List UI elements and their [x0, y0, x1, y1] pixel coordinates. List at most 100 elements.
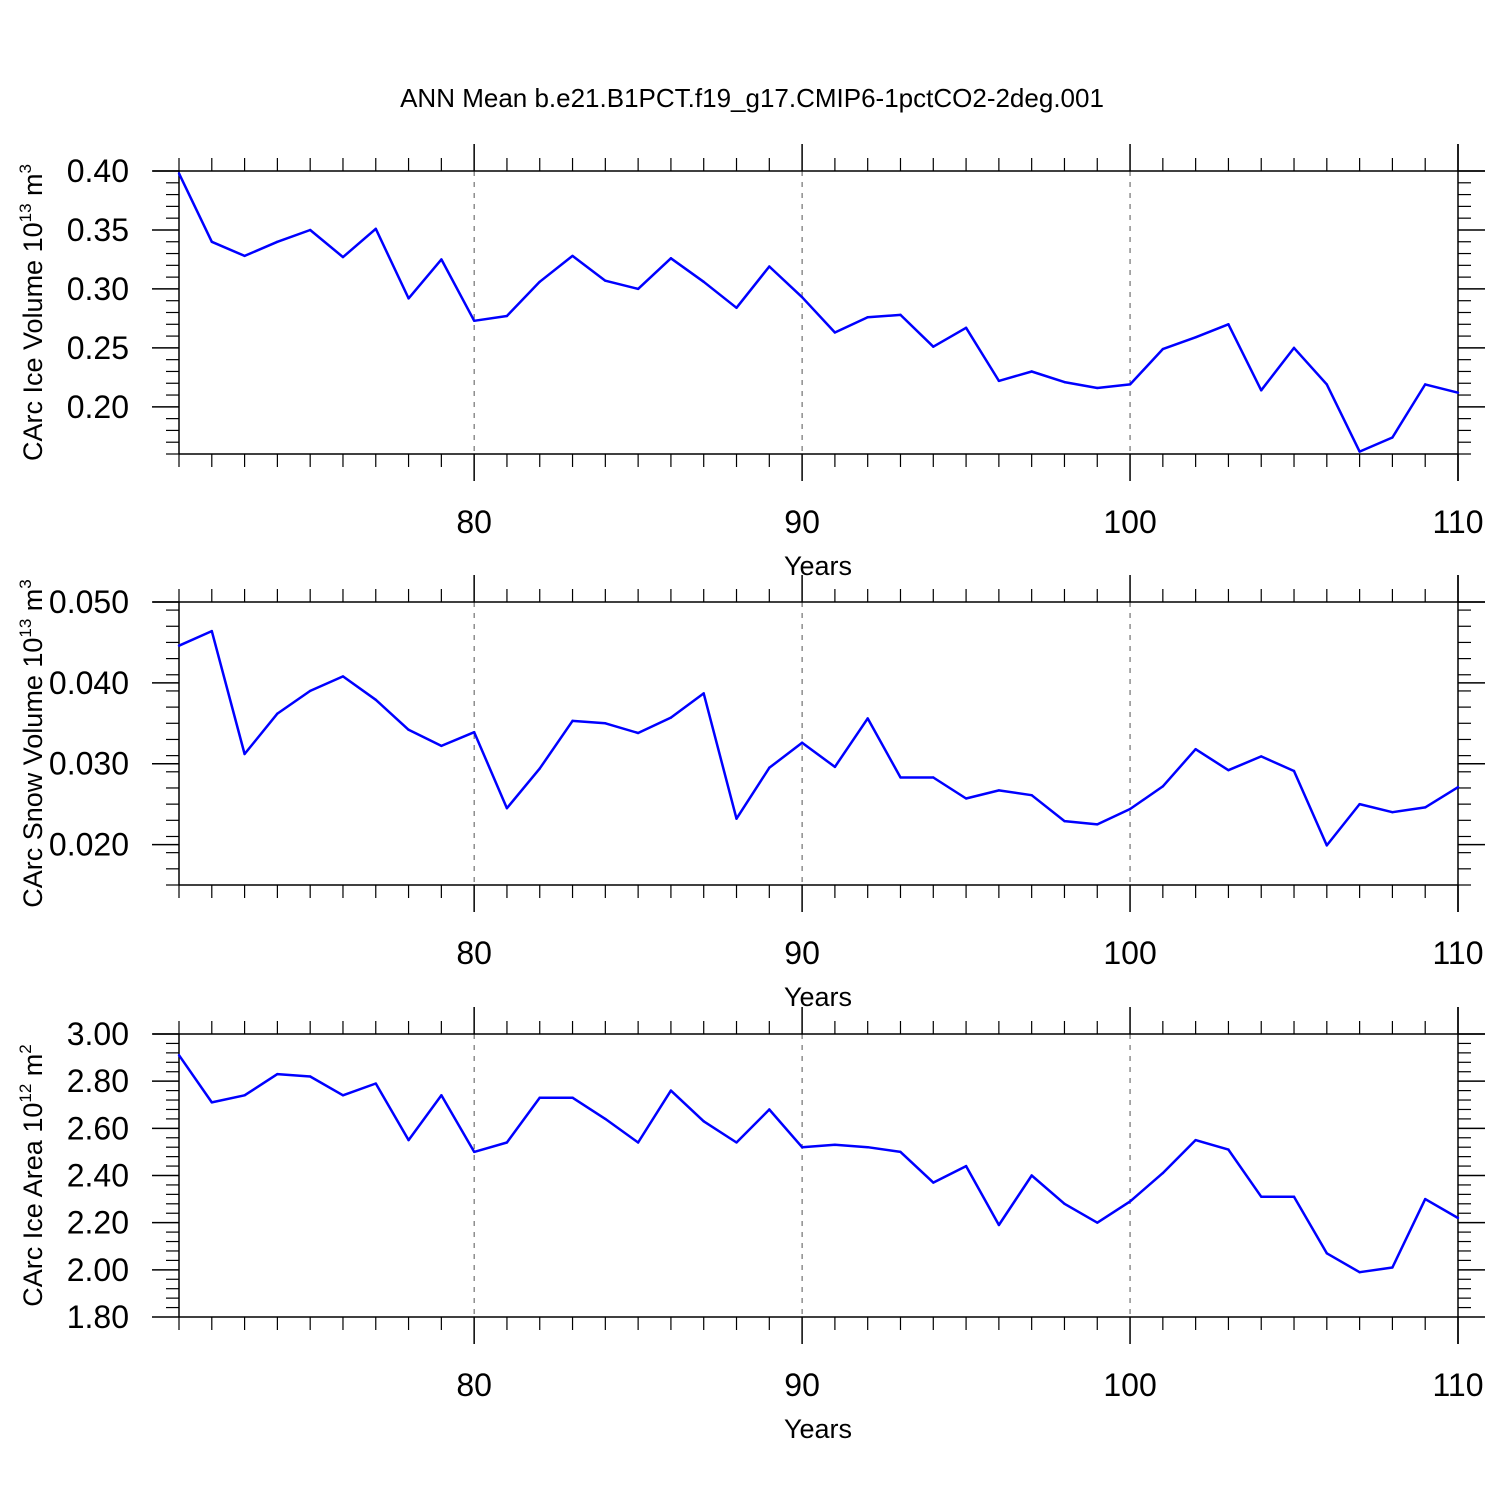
y-tick-label: 2.80 — [67, 1063, 129, 1099]
data-point — [1292, 1195, 1296, 1198]
data-point — [276, 712, 279, 715]
data-point — [1260, 1195, 1263, 1198]
data-point — [374, 227, 377, 230]
data-point — [1456, 785, 1460, 789]
data-point — [1194, 336, 1197, 339]
x-tick-label: 110 — [1432, 1367, 1483, 1403]
data-point — [1391, 436, 1394, 439]
data-point — [1391, 1266, 1394, 1269]
data-point — [735, 1141, 738, 1144]
data-point — [1030, 370, 1033, 373]
data-point — [571, 1096, 574, 1099]
data-point — [210, 1101, 213, 1104]
data-point — [1063, 1202, 1066, 1206]
data-point — [1128, 807, 1132, 811]
y-axis-title: CArc Snow Volume 1013 m3 — [16, 579, 48, 908]
data-point — [374, 1082, 377, 1085]
data-point — [1227, 768, 1230, 772]
x-tick-label: 90 — [784, 1367, 820, 1403]
data-point — [571, 719, 574, 723]
panel-1: 0.20 0.25 0.30 0.35 0.40 80 90 100 110 Years CArc … — [16, 144, 1485, 581]
data-point — [800, 295, 804, 299]
data-point — [1260, 389, 1263, 392]
data-point — [341, 1094, 345, 1097]
x-tick-label: 110 — [1432, 504, 1483, 540]
data-point — [538, 280, 541, 284]
data-point — [1128, 1200, 1132, 1203]
y-tick-label: 2.20 — [67, 1205, 129, 1241]
x-axis-title: Years — [784, 551, 852, 581]
y-tick-label: 0.050 — [49, 584, 129, 620]
data-point — [997, 1223, 1001, 1227]
data-point — [1358, 1270, 1361, 1274]
data-point — [1063, 380, 1066, 384]
data-point — [833, 1143, 837, 1147]
data-point — [538, 767, 541, 770]
data-point — [341, 255, 345, 259]
data-point — [1194, 747, 1197, 751]
data-point — [1292, 346, 1296, 350]
data-point — [1456, 391, 1460, 394]
y-tick-label: 0.40 — [67, 153, 129, 189]
x-tick-label: 90 — [784, 935, 820, 971]
data-point — [800, 1146, 804, 1149]
x-tick-label: 100 — [1103, 1367, 1156, 1403]
chart-title: ANN Mean b.e21.B1PCT.f19_g17.CMIP6-1pctC… — [400, 83, 1104, 113]
x-tick-label: 100 — [1103, 935, 1156, 971]
x-tick-label: 100 — [1103, 504, 1156, 540]
data-point — [1424, 383, 1427, 386]
data-point — [964, 797, 968, 800]
data-point — [997, 789, 1001, 792]
data-point — [768, 265, 771, 268]
data-point — [1391, 811, 1394, 814]
data-point — [1063, 819, 1066, 823]
y-axis-title: CArc Ice Volume 1013 m3 — [16, 164, 48, 461]
series-line — [177, 1054, 1459, 1274]
y-tick-label: 1.80 — [67, 1299, 129, 1335]
data-point — [1325, 1252, 1329, 1255]
data-point — [636, 1141, 640, 1144]
data-point — [1096, 1221, 1099, 1224]
panel-3: 1.80 2.00 2.20 2.40 2.60 2.80 3.00 80 90 100 110 Ye… — [16, 1007, 1485, 1444]
series-line — [177, 172, 1459, 453]
data-point — [1161, 347, 1165, 351]
data-point — [1227, 1148, 1230, 1151]
data-point — [276, 1072, 279, 1076]
data-point — [308, 689, 312, 693]
data-point — [833, 765, 837, 769]
data-point — [1227, 323, 1230, 326]
data-point — [932, 345, 935, 348]
data-point — [1128, 383, 1132, 386]
data-point — [177, 172, 181, 175]
x-tick-label: 80 — [456, 504, 492, 540]
data-point — [702, 1120, 705, 1123]
data-point — [604, 279, 607, 282]
data-point — [276, 240, 279, 243]
data-point — [243, 254, 246, 258]
data-point — [1161, 785, 1165, 788]
data-point — [177, 644, 181, 647]
x-tick-label: 80 — [456, 1367, 492, 1403]
data-point — [932, 776, 935, 779]
x-tick-label: 80 — [456, 935, 492, 971]
data-point — [964, 326, 968, 330]
data-point — [1194, 1138, 1197, 1142]
data-point — [210, 240, 213, 243]
data-point — [669, 716, 673, 719]
data-point — [210, 629, 213, 633]
data-point — [866, 316, 869, 319]
data-point — [1424, 1197, 1427, 1201]
data-point — [472, 730, 476, 734]
data-point — [538, 1096, 541, 1099]
data-point — [768, 766, 771, 769]
panel-2: 0.020 0.030 0.040 0.050 80 90 100 110 Years CArc … — [16, 575, 1485, 1012]
data-point — [341, 675, 345, 678]
data-point — [899, 1150, 902, 1154]
data-point — [1325, 383, 1329, 386]
data-point — [702, 692, 705, 695]
data-point — [308, 228, 312, 232]
data-point — [440, 744, 443, 748]
y-tick-label: 3.00 — [67, 1016, 129, 1052]
data-point — [669, 257, 673, 260]
